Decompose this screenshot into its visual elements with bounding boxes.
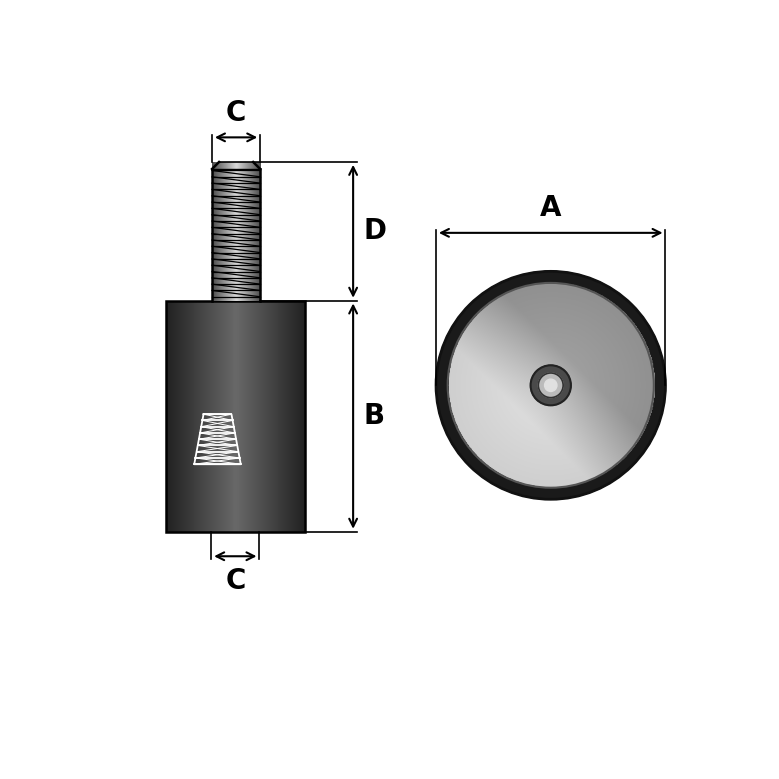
Circle shape xyxy=(436,271,665,499)
Text: B: B xyxy=(364,402,385,430)
Circle shape xyxy=(545,379,557,392)
Text: C: C xyxy=(226,99,246,127)
Circle shape xyxy=(538,373,563,397)
Bar xyxy=(166,301,305,531)
Text: C: C xyxy=(225,567,245,595)
Circle shape xyxy=(530,365,571,405)
Text: A: A xyxy=(540,194,562,222)
Text: D: D xyxy=(364,217,387,245)
